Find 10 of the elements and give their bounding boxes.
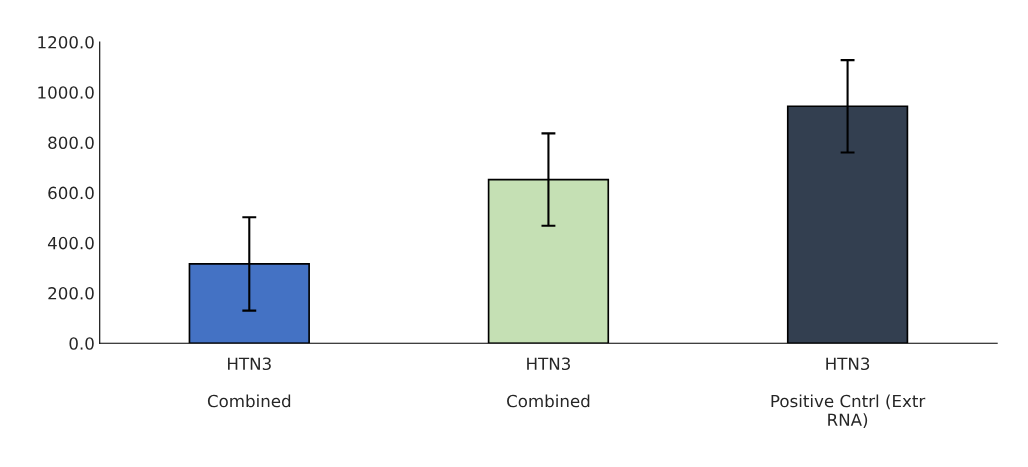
y-tick-label: 800.0 — [48, 136, 94, 149]
y-tick-label: 400.0 — [47, 236, 94, 250]
y-tick-label: 600.0 — [48, 186, 94, 200]
y-tick-label: 1000.0 — [38, 86, 94, 99]
y-tick-label: 200.0 — [48, 287, 94, 300]
y-tick-label: 1200.0 — [38, 35, 94, 49]
category-label: HTN3 Combined — [507, 357, 590, 408]
category-label: HTN3 Combined — [207, 357, 291, 408]
y-tick-label: 0.0 — [69, 337, 94, 350]
category-label: HTN3 Positive Cntrl (Extr RNA) — [771, 357, 926, 428]
